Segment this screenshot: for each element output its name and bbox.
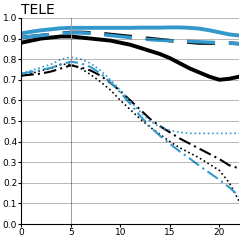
Text: TELE: TELE bbox=[21, 3, 55, 17]
